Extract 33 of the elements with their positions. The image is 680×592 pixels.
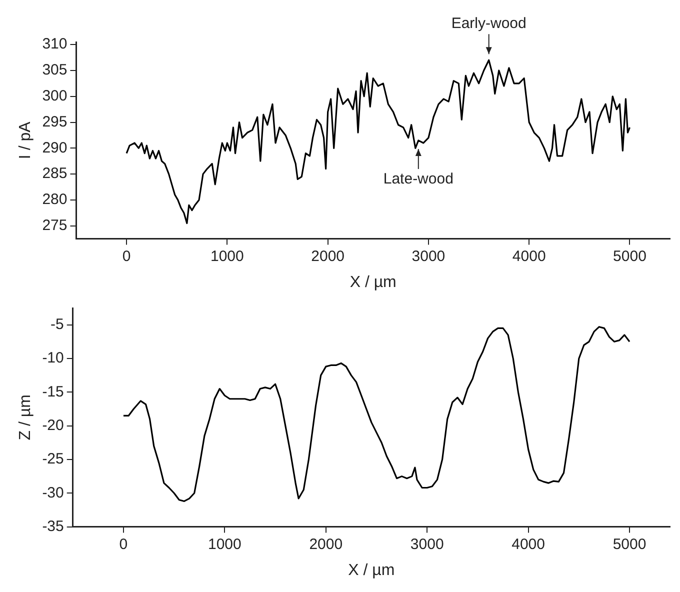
y-tick-label: -15 <box>42 383 64 400</box>
x-tick-label: 5000 <box>612 536 646 553</box>
y-tick-label: -35 <box>42 518 64 535</box>
y-tick-label: -5 <box>50 316 64 333</box>
y-axis-title: Z / µm <box>17 394 34 440</box>
y-tick-label: 285 <box>42 165 68 182</box>
y-tick-label: 290 <box>42 139 68 156</box>
y-tick-label: -10 <box>42 350 64 367</box>
x-tick-label: 4000 <box>512 248 546 265</box>
x-tick-label: 0 <box>119 536 128 553</box>
y-tick-label: 305 <box>42 62 68 79</box>
annotation: Early-wood <box>451 14 526 32</box>
x-tick-label: 1000 <box>208 536 242 553</box>
x-tick-label: 5000 <box>613 248 646 265</box>
y-tick-label: -20 <box>42 416 64 434</box>
x-tick-label: 3000 <box>412 248 446 265</box>
x-tick-label: 1000 <box>210 248 244 265</box>
y-tick-label: 280 <box>42 191 68 208</box>
x-tick-label: 0 <box>122 248 131 265</box>
annotation: Late-wood <box>383 170 454 188</box>
y-tick-label: -25 <box>42 450 64 468</box>
x-axis-title: X / µm <box>350 274 396 291</box>
y-tick-label: 275 <box>42 216 68 234</box>
y-axis-title: I / pA <box>17 121 34 160</box>
x-axis-title: X / µm <box>348 562 395 579</box>
y-tick-label: 295 <box>42 113 68 130</box>
y-tick-label: 310 <box>42 36 68 53</box>
x-tick-label: 3000 <box>410 536 444 553</box>
y-tick-label: -30 <box>42 484 64 502</box>
x-tick-label: 2000 <box>309 536 343 553</box>
y-tick-label: 300 <box>42 88 68 105</box>
x-tick-label: 4000 <box>512 536 545 553</box>
x-tick-label: 2000 <box>311 248 345 265</box>
